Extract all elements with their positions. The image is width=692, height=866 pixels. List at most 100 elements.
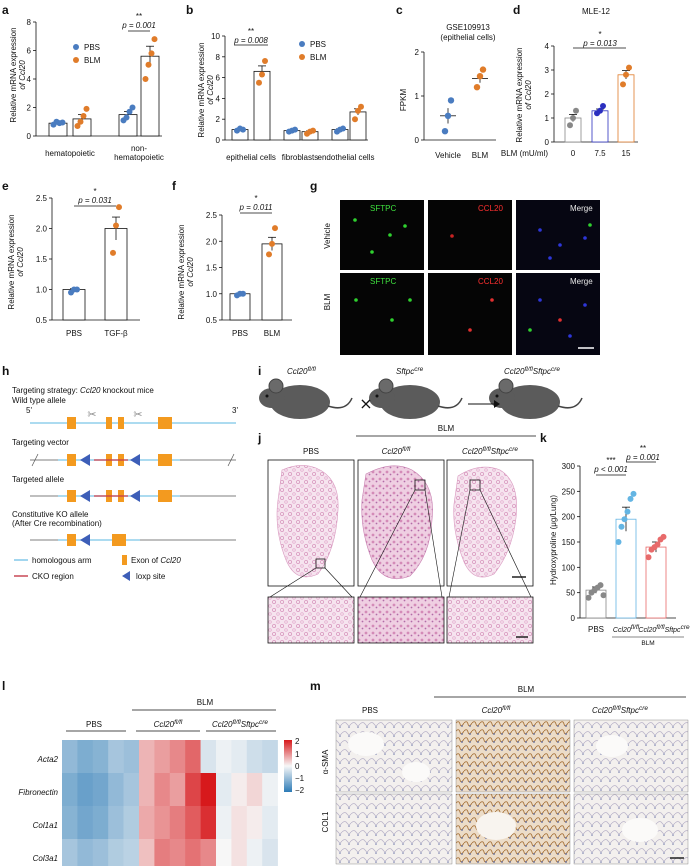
- b-pbs-point: [292, 126, 298, 133]
- d-point: [626, 64, 632, 71]
- heatmap-cell: [154, 773, 171, 807]
- cell-signal: [408, 298, 412, 302]
- mouse-ear: [378, 378, 394, 394]
- b-pbs-point: [240, 126, 246, 133]
- heatmap-cell: [216, 839, 232, 866]
- k-point: [630, 490, 637, 497]
- panel-letter-k: k: [540, 431, 547, 445]
- xcat-c-1: Vehicle: [435, 151, 461, 160]
- panel-h: Targeting strategy: Ccl20 knockout mice …: [12, 386, 238, 581]
- heatmap-cell: [231, 839, 248, 866]
- d-point: [620, 81, 626, 88]
- k-point: [618, 523, 625, 530]
- heatmap-cell: [139, 773, 155, 807]
- sig-b-stars: **: [248, 27, 254, 36]
- heatmap-cell: [77, 773, 94, 807]
- m-col-cre: Ccl20fl/flSftpccre: [592, 705, 648, 715]
- cell-signal: [450, 234, 454, 238]
- y-tick-label: 0: [27, 132, 32, 141]
- h-strategy: Targeting strategy: Ccl20 knockout mice: [12, 386, 154, 395]
- panel-i: Ccl20fl/fl Sftpccre Ccl20fl/flSftpccre ×: [259, 366, 583, 419]
- panel-k: Hydroxyproline (μg/Lung) 0 50 100 150 200 250…: [549, 444, 690, 647]
- y-tick-label: 0: [545, 138, 550, 147]
- heatmap-cell: [216, 740, 232, 774]
- ylabel-c: FPKM: [399, 89, 408, 112]
- d-point: [567, 122, 573, 129]
- y-tick-label: 300: [562, 462, 576, 471]
- g-row-blm: BLM: [323, 293, 332, 310]
- legend-marker-pbs: [73, 44, 79, 50]
- sig-a-p: p = 0.001: [121, 21, 156, 30]
- i-mouse2-label: Sftpccre: [396, 366, 424, 376]
- legend-a-pbs: PBS: [84, 43, 100, 52]
- heatmap-cell: [108, 773, 124, 807]
- f-point: [269, 240, 275, 247]
- heatmap-cell: [246, 839, 263, 866]
- g-col-sftpc: SFTPC: [370, 204, 396, 213]
- cell-signal: [353, 218, 357, 222]
- y-tick-label: 1: [415, 92, 420, 101]
- heatmap-cell: [77, 839, 94, 866]
- xcat-d-3: 15: [622, 149, 631, 158]
- panel-letter-l: l: [2, 679, 5, 693]
- xcat-c-2: BLM: [472, 151, 489, 160]
- cell-signal: [588, 223, 592, 227]
- sig-b-p: p = 0.008: [233, 36, 268, 45]
- heatmap-cell: [123, 740, 140, 774]
- ylabel-k: Hydroxyproline (μg/Lung): [549, 495, 558, 585]
- y-tick-label: 0: [216, 136, 221, 145]
- xcat-b-2: fibroblasts: [282, 153, 318, 162]
- panel-b: Relative mRNA expression of Ccl20 0 2 4 6 8 1…: [197, 27, 374, 162]
- a-blm-point: [151, 36, 158, 43]
- l-blm: BLM: [197, 698, 214, 707]
- j-zoom-cre: [446, 596, 534, 644]
- cell-signal: [538, 298, 542, 302]
- heatmap-cell: [169, 740, 186, 774]
- heatmap-cell: [185, 806, 201, 840]
- c-point: [441, 128, 449, 135]
- y-tick-label: 0.5: [206, 316, 218, 325]
- k-bar: [615, 518, 637, 619]
- heatmap-cell: [231, 806, 248, 840]
- heatmap-cell: [216, 773, 232, 807]
- d-point: [623, 71, 629, 78]
- f-point: [266, 251, 272, 258]
- f-point: [240, 290, 246, 297]
- heatmap-cell: [169, 806, 186, 840]
- heatmap-cell: [262, 773, 278, 807]
- mouse-icon: [380, 385, 440, 419]
- cell-signal: [468, 328, 472, 332]
- xcat-a-1: hematopoietic: [45, 149, 95, 158]
- l-grp-cre: Ccl20fl/flSftpccre: [212, 719, 268, 729]
- heatmap-cell: [62, 839, 78, 866]
- a-blm-point: [83, 105, 90, 112]
- d-bar: [591, 110, 609, 143]
- mouse-eye: [495, 394, 499, 398]
- sig-d-p: p = 0.013: [582, 39, 617, 48]
- k-point: [585, 594, 592, 601]
- e-point: [116, 204, 122, 211]
- g-col-ccl20-2: CCL20: [478, 277, 503, 286]
- g-img-blm-sftpc: [340, 273, 424, 355]
- cell-signal: [390, 318, 394, 322]
- y-tick-label: 8: [27, 18, 32, 27]
- y-tick-label: 8: [216, 53, 221, 62]
- scissors-icon: ✂: [87, 408, 96, 421]
- heatmap-cell: [77, 806, 94, 840]
- heatmap-cell: [231, 740, 248, 774]
- y-tick-label: 0.5: [36, 316, 48, 325]
- j-lung-pbs: [276, 465, 339, 578]
- heatmap-cell: [262, 806, 278, 840]
- k-blm: BLM: [641, 640, 654, 647]
- ylabel-f-2: of Ccl20: [186, 257, 195, 287]
- heatmap-cell: [92, 839, 109, 866]
- sig-e-p: p = 0.031: [77, 196, 112, 205]
- panel-m: BLM PBS Ccl20fl/fl Ccl20fl/flSftpccre α-…: [321, 685, 689, 865]
- l-scale-1: 1: [295, 750, 300, 759]
- y-tick-label: 4: [216, 94, 221, 103]
- m-blm: BLM: [518, 685, 535, 694]
- g-img-vehicle-sftpc: [340, 200, 424, 270]
- heatmap-cell: [262, 740, 278, 774]
- heatmap-cell: [62, 773, 78, 807]
- i-cross: ×: [359, 394, 372, 413]
